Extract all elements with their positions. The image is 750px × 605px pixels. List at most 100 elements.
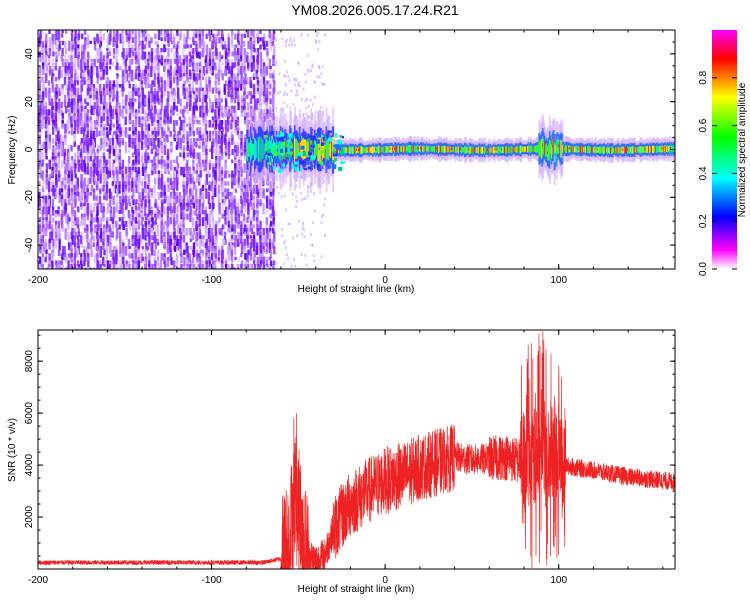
spectrogram-noise-cell [167,196,169,203]
spectrogram-noise-cell [205,95,207,103]
spectrogram-blob [290,157,293,161]
spectrogram-noise-cell [148,239,150,243]
spectrogram-noise-cell [52,127,54,135]
spectrogram-noise-cell [96,246,98,250]
spectrogram-noise-cell [154,203,156,208]
spectrogram-noise-cell [192,210,194,216]
spectrogram-noise-cell [96,91,98,99]
spectrogram-sparse-cell [286,38,288,41]
spectrogram-noise-cell [74,142,76,147]
spectrogram-noise-cell [87,109,89,113]
spectrogram-sparse-cell [314,96,316,99]
spectrogram-noise-cell [195,77,197,81]
spectrogram-sparse-cell [310,190,312,193]
spectrogram-noise-cell [180,167,182,176]
spectrogram-noise-cell [257,84,259,87]
spectrogram-sparse-cell [275,213,277,216]
spectrogram-noise-cell [68,41,70,52]
spectrogram-noise-cell [164,221,166,225]
spectrogram-noise-cell [135,221,137,224]
spectrogram-sparse-cell [295,195,297,198]
spectrogram-noise-cell [246,217,248,223]
spectrogram-noise-cell [49,102,51,105]
spectrogram-noise-cell [269,84,271,89]
spectrogram-sparse-cell [293,78,295,81]
spectrogram-noise-cell [241,242,243,254]
spectrogram-noise-cell [266,217,268,225]
spectrogram-noise-cell [55,127,57,131]
spectrogram-noise-cell [84,80,86,84]
spectrogram-blob [335,133,337,138]
spectrogram-noise-cell [253,217,255,221]
spectrogram-noise-cell [238,80,240,87]
spectrogram-noise-cell [41,163,43,167]
spectrogram-noise-cell [260,192,262,198]
spectrogram-noise-cell [234,113,236,120]
spectrogram-blob [321,142,324,145]
spectrogram-noise-cell [228,66,230,74]
spectrogram-noise-cell [137,257,139,260]
spectrogram-noise-cell [100,124,102,128]
spectrogram-noise-cell [125,206,127,210]
spectrogram-noise-cell [211,120,213,124]
spectrogram-noise-cell [144,98,146,105]
spectrogram-noise-cell [247,242,249,247]
spectrogram-sparse-cell [308,115,310,118]
spectrogram-sparse-cell [289,222,291,225]
spectrogram-noise-cell [161,145,163,151]
spectrogram-noise-cell [131,145,133,148]
spectrogram-noise-cell [65,257,67,264]
spectrogram-noise-cell [215,138,217,148]
spectrogram-noise-cell [103,163,105,167]
spectrogram-noise-cell [129,127,131,131]
spectrogram-sparse-cell [305,197,307,200]
spectrogram-noise-cell [122,44,124,48]
spectrogram-noise-cell [195,66,197,72]
spectrogram-noise-cell [174,221,176,227]
spectrogram-xtick-label: -200 [28,275,48,286]
spectrogram-noise-cell [208,264,210,268]
spectrogram-noise-cell [148,142,150,145]
spectrogram-sparse-cell [302,227,304,230]
spectrogram-noise-cell [106,142,108,147]
spectrogram-sparse-cell [292,103,294,106]
spectrogram-noise-cell [92,210,94,213]
spectrogram-noise-cell [103,134,105,142]
spectrogram-sparse-cell [299,84,301,87]
spectrogram-noise-cell [84,106,86,110]
spectrogram-noise-cell [81,242,83,247]
spectrogram-blob [324,145,328,149]
spectrogram-sparse-cell [306,264,308,267]
spectrogram-sparse-cell [278,192,280,195]
spectrogram-noise-cell [224,88,226,93]
spectrogram-noise-cell [145,217,147,220]
spectrogram-noise-cell [157,149,159,152]
spectrogram-noise-cell [230,120,232,124]
spectrogram-noise-cell [150,192,152,198]
spectrogram-noise-cell [135,73,137,79]
spectrogram-noise-cell [103,264,105,267]
spectrogram-noise-cell [89,178,91,184]
spectrogram-noise-cell [84,156,86,159]
spectrogram-noise-cell [151,228,153,233]
spectrogram-sparse-cell [290,37,292,40]
spectrogram-noise-cell [99,224,101,227]
spectrogram-noise-cell [144,235,146,240]
spectrogram-sparse-cell [272,198,274,201]
spectrogram-noise-cell [148,84,150,88]
spectrogram-sparse-cell [319,66,321,69]
spectrogram-noise-cell [116,127,118,130]
spectrogram-noise-cell [218,228,220,232]
spectrogram-noise-cell [235,178,237,184]
spectrogram-noise-cell [64,246,66,254]
spectrogram-noise-cell [80,127,82,134]
spectrogram-noise-cell [192,250,194,255]
spectrogram-noise-cell [243,41,245,47]
spectrogram-noise-cell [113,48,115,54]
spectrogram-noise-cell [84,66,86,70]
spectrogram-noise-cell [128,264,130,269]
spectrogram-noise-cell [109,260,111,263]
spectrogram-noise-cell [161,253,163,261]
spectrogram-noise-cell [241,134,243,138]
